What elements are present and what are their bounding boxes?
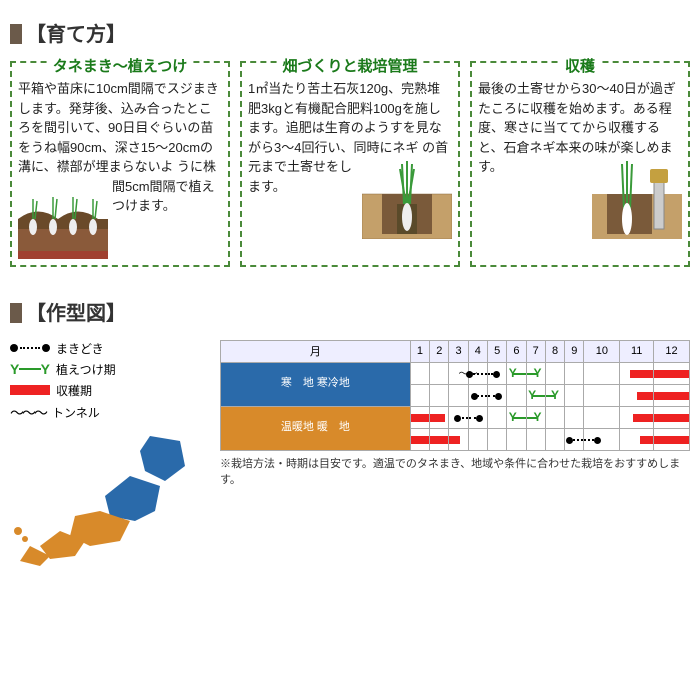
legend-sow: まきどき [10,340,210,357]
card-title: 収穫 [561,55,599,76]
card-sowing: タネまき〜植えつけ 平箱や苗床に10cm間隔でスジまきします。発芽後、込み合った… [10,61,230,267]
cards-container: タネまき〜植えつけ 平箱や苗床に10cm間隔でスジまきします。発芽後、込み合った… [10,61,690,267]
chart-row-cold-1: 寒 地 寒冷地 〜〜 Y Y [221,362,690,384]
chart-header-row: 月123456789101112 [221,340,690,362]
field-illustration [362,159,452,239]
card-title: 畑づくりと栽培管理 [278,55,421,76]
sowing-illustration [18,179,108,259]
chart-row-warm-1: 温暖地 暖 地 Y Y [221,406,690,428]
section-title-chart: 【作型図】 [10,297,690,326]
chart-note: ※栽培方法・時期は目安です。適温でのタネまき、地域や条件に合わせた栽培をおすすめ… [220,455,690,487]
card-harvest: 収穫 最後の土寄せから30〜40日が過ぎたころに収穫を始めます。ある程度、寒さに… [470,61,690,267]
card-body: 1㎡当たり苦土石灰120g、完熟堆肥3kgと有機配合肥料100gを施します。追肥… [248,79,452,196]
japan-map-icon [10,431,210,571]
legend-tunnel: 〜〜〜トンネル [10,403,210,423]
section-title-grow: 【育て方】 [10,18,690,47]
chart-container: まきどき YY 植えつけ期 収穫期 〜〜〜トンネル [10,340,690,574]
planting-chart: 月123456789101112 寒 地 寒冷地 〜〜 Y Y Y [220,340,690,487]
card-field: 畑づくりと栽培管理 1㎡当たり苦土石灰120g、完熟堆肥3kgと有機配合肥料10… [240,61,460,267]
legend-harvest: 収穫期 [10,382,210,399]
row-label-cold: 寒 地 寒冷地 [221,362,411,406]
card-body: 平箱や苗床に10cm間隔でスジまきします。発芽後、込み合ったところを間引いて、9… [18,79,222,216]
card-title: タネまき〜植えつけ [49,55,192,76]
harvest-illustration [592,159,682,239]
row-label-warm: 温暖地 暖 地 [221,406,411,450]
legend: まきどき YY 植えつけ期 収穫期 〜〜〜トンネル [10,340,210,574]
legend-plant: YY 植えつけ期 [10,361,210,378]
card-body: 最後の土寄せから30〜40日が過ぎたころに収穫を始めます。ある程度、寒さに当てて… [478,79,682,177]
